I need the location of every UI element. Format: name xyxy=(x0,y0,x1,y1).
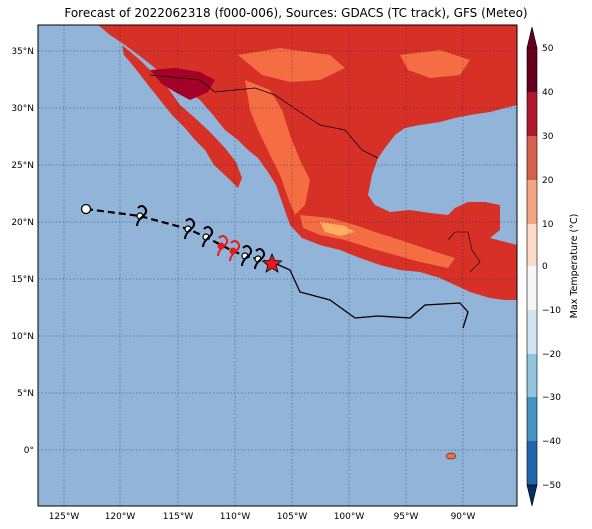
lon-tick: 110°W xyxy=(220,512,251,522)
colorbar-tick: 40 xyxy=(542,88,554,98)
lon-tick: 90°W xyxy=(451,512,476,522)
storm-symbol-icon xyxy=(136,205,266,270)
colorbar-tick: −50 xyxy=(542,481,561,491)
lat-tick: 15°N xyxy=(11,275,34,285)
track-point-start xyxy=(80,203,92,215)
colorbar-tick: 50 xyxy=(542,44,554,54)
colorbar-tick: 30 xyxy=(542,132,554,142)
lat-tick: 25°N xyxy=(11,161,34,171)
colorbar: 50 40 30 20 10 0 −10 −20 −30 −40 −50 Max… xyxy=(526,26,580,507)
lon-tick: 120°W xyxy=(105,512,136,522)
gridlines xyxy=(38,25,517,506)
map-title: Forecast of 2022062318 (f000-006), Sourc… xyxy=(64,6,528,20)
lat-tick: 35°N xyxy=(11,47,34,57)
map-frame xyxy=(37,24,518,507)
colorbar-label: Max Temperature (°C) xyxy=(569,214,580,319)
current-position-star-icon xyxy=(261,252,283,273)
forecast-cone-outline xyxy=(271,261,469,329)
guatemala-border xyxy=(447,231,481,273)
lat-tick: 10°N xyxy=(11,332,34,342)
lat-tick: 0° xyxy=(24,446,34,456)
storm-symbol-hurricane-icon xyxy=(217,235,241,262)
hot-region-sonora xyxy=(150,68,215,100)
tc-track-past xyxy=(85,207,273,265)
lat-axis: 35°N 30°N 25°N 20°N 15°N 10°N 5°N 0° xyxy=(11,47,34,456)
lon-tick: 100°W xyxy=(334,512,365,522)
lon-tick: 125°W xyxy=(49,512,80,522)
landmass-baja xyxy=(122,45,242,188)
colorbar-bottom-arrow xyxy=(526,484,538,507)
colorbar-tick: −10 xyxy=(542,306,561,316)
highland-cooler-1 xyxy=(245,80,310,215)
colorbar-tick: −40 xyxy=(542,437,561,447)
colorbar-tick: 0 xyxy=(542,262,548,272)
colorbar-tick: 10 xyxy=(542,220,554,230)
highland-cool-3 xyxy=(320,222,355,236)
lon-tick: 105°W xyxy=(277,512,308,522)
lon-tick: 115°W xyxy=(163,512,194,522)
colorbar-top-arrow xyxy=(526,26,538,49)
colorbar-tick: −20 xyxy=(542,350,561,360)
colorbar-tick: 20 xyxy=(542,176,554,186)
lon-axis: 125°W 120°W 115°W 110°W 105°W 100°W 95°W… xyxy=(49,512,476,522)
galapagos-islands xyxy=(445,452,457,460)
us-mexico-border xyxy=(149,74,379,159)
lon-tick: 95°W xyxy=(394,512,419,522)
lat-tick: 20°N xyxy=(11,218,34,228)
lat-tick: 30°N xyxy=(11,104,34,114)
colorbar-tick: −30 xyxy=(542,393,561,403)
lat-tick: 5°N xyxy=(17,389,34,399)
highland-cooler-5 xyxy=(400,50,470,78)
highland-cooler-4 xyxy=(238,48,345,82)
